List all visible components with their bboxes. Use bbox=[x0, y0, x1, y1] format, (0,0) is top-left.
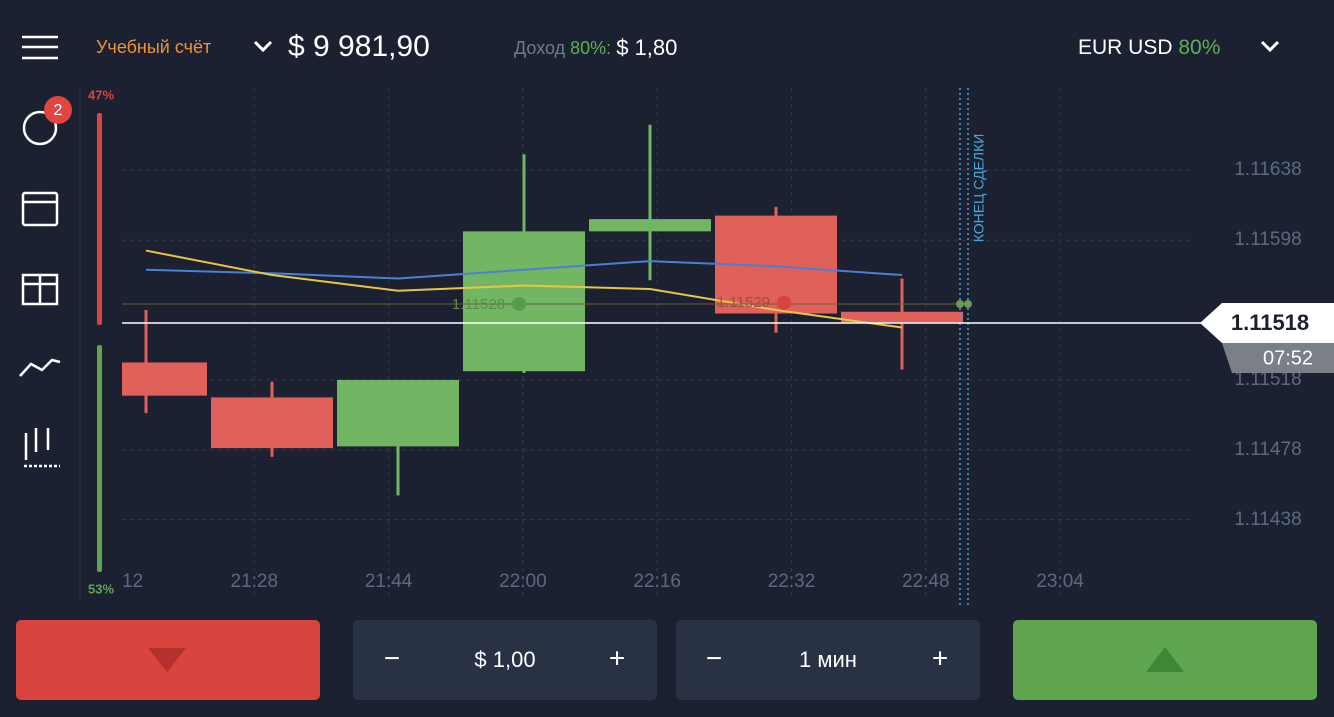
y-tick-label: 1.11598 bbox=[1234, 229, 1301, 250]
moving-average bbox=[145, 249, 903, 329]
buy-percent: 53% bbox=[88, 581, 114, 596]
x-tick-label: 22:16 bbox=[633, 571, 681, 592]
axes: 1.11638 1.11598 1.11518 1.11478 1.11438 12 21:… bbox=[122, 134, 1334, 592]
duration-minus[interactable]: − bbox=[706, 642, 722, 673]
account-chevron[interactable] bbox=[253, 40, 273, 53]
trade-dot bbox=[964, 300, 972, 308]
income: Доход 80%: $ 1,80 bbox=[514, 35, 677, 60]
indicators-icon[interactable] bbox=[19, 358, 61, 377]
duration: 1 мин bbox=[799, 647, 857, 672]
chart-type-icon[interactable] bbox=[24, 428, 60, 468]
asset-name[interactable]: EUR USD bbox=[1078, 36, 1173, 59]
asset[interactable]: EUR USD 80% bbox=[1078, 36, 1220, 59]
moving-average bbox=[145, 260, 903, 280]
candle-body bbox=[337, 379, 459, 447]
history-icon[interactable] bbox=[22, 110, 58, 146]
amount-minus[interactable]: − bbox=[384, 642, 400, 673]
x-tick-label: 23:04 bbox=[1036, 571, 1084, 592]
x-tick-label: 22:48 bbox=[902, 571, 950, 592]
x-tick-label: 12 bbox=[122, 571, 143, 592]
calendar-icon[interactable] bbox=[21, 191, 59, 227]
income-percent: 80%: bbox=[570, 38, 611, 58]
duration-field[interactable] bbox=[676, 620, 980, 700]
duration-plus[interactable]: + bbox=[932, 642, 948, 673]
y-tick-label: 1.11438 bbox=[1234, 509, 1301, 530]
x-tick-label: 22:32 bbox=[768, 571, 816, 592]
timer: 07:52 bbox=[1263, 347, 1313, 369]
x-tick-label: 21:44 bbox=[365, 571, 413, 592]
chart: 1.11528 1.11529 bbox=[122, 88, 1190, 605]
price-box bbox=[1200, 303, 1334, 343]
candle-body bbox=[211, 397, 333, 449]
income-label: Доход bbox=[514, 38, 566, 58]
trade-marker bbox=[512, 297, 526, 311]
trade-price: 1.11529 bbox=[717, 294, 770, 311]
timer-box bbox=[1222, 343, 1334, 373]
amount-field[interactable] bbox=[353, 620, 657, 700]
sell-bar bbox=[97, 113, 102, 325]
y-tick-label: 1.11518 bbox=[1234, 369, 1301, 390]
x-tick-label: 21:28 bbox=[231, 571, 279, 592]
amount: $ 1,00 bbox=[474, 647, 535, 672]
buy-bar bbox=[97, 345, 102, 572]
asset-chevron[interactable] bbox=[1260, 40, 1280, 53]
badge-count: 2 bbox=[54, 102, 63, 119]
sidebar-icons bbox=[19, 110, 61, 468]
candle-body bbox=[589, 219, 711, 232]
x-tick-label: 22:00 bbox=[499, 571, 547, 592]
deal-end-label: КОНЕЦ СДЕЛКИ bbox=[971, 134, 987, 243]
y-tick-label: 1.11638 bbox=[1234, 159, 1301, 180]
trade-dot bbox=[956, 300, 964, 308]
up-arrow bbox=[1146, 647, 1184, 672]
asset-percent[interactable]: 80% bbox=[1178, 36, 1220, 59]
trade-price: 1.11528 bbox=[452, 296, 505, 313]
badge bbox=[44, 96, 72, 124]
y-tick-label: 1.11478 bbox=[1234, 439, 1301, 460]
trade-marker bbox=[777, 296, 791, 310]
income-value: $ 1,80 bbox=[616, 35, 677, 60]
menu-button[interactable] bbox=[22, 35, 58, 60]
candle-body bbox=[841, 311, 963, 323]
balance: $ 9 981,90 bbox=[288, 30, 430, 63]
amount-plus[interactable]: + bbox=[609, 642, 625, 673]
sell-percent: 47% bbox=[88, 87, 114, 102]
down-arrow bbox=[148, 648, 186, 672]
account-type[interactable]: Учебный счёт bbox=[96, 37, 211, 57]
candle-body bbox=[122, 362, 207, 396]
current-price: 1.11518 bbox=[1231, 310, 1309, 335]
